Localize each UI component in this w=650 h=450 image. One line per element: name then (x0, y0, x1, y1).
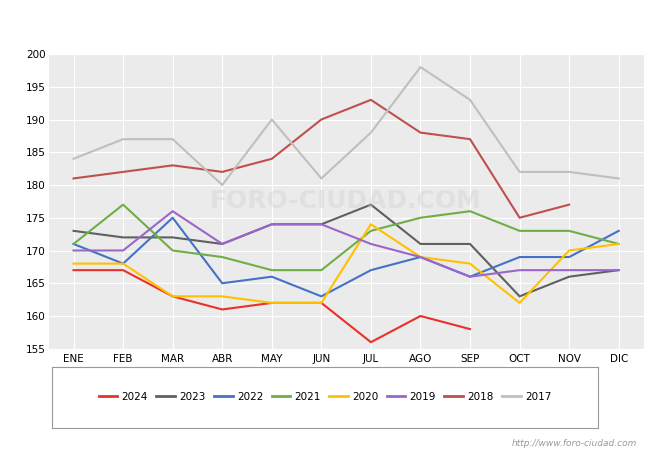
Text: Afiliados en El Poal a 30/9/2024: Afiliados en El Poal a 30/9/2024 (183, 14, 467, 33)
Legend: 2024, 2023, 2022, 2021, 2020, 2019, 2018, 2017: 2024, 2023, 2022, 2021, 2020, 2019, 2018… (96, 389, 554, 405)
Text: http://www.foro-ciudad.com: http://www.foro-ciudad.com (512, 439, 637, 448)
Text: FORO-CIUDAD.COM: FORO-CIUDAD.COM (210, 189, 482, 213)
